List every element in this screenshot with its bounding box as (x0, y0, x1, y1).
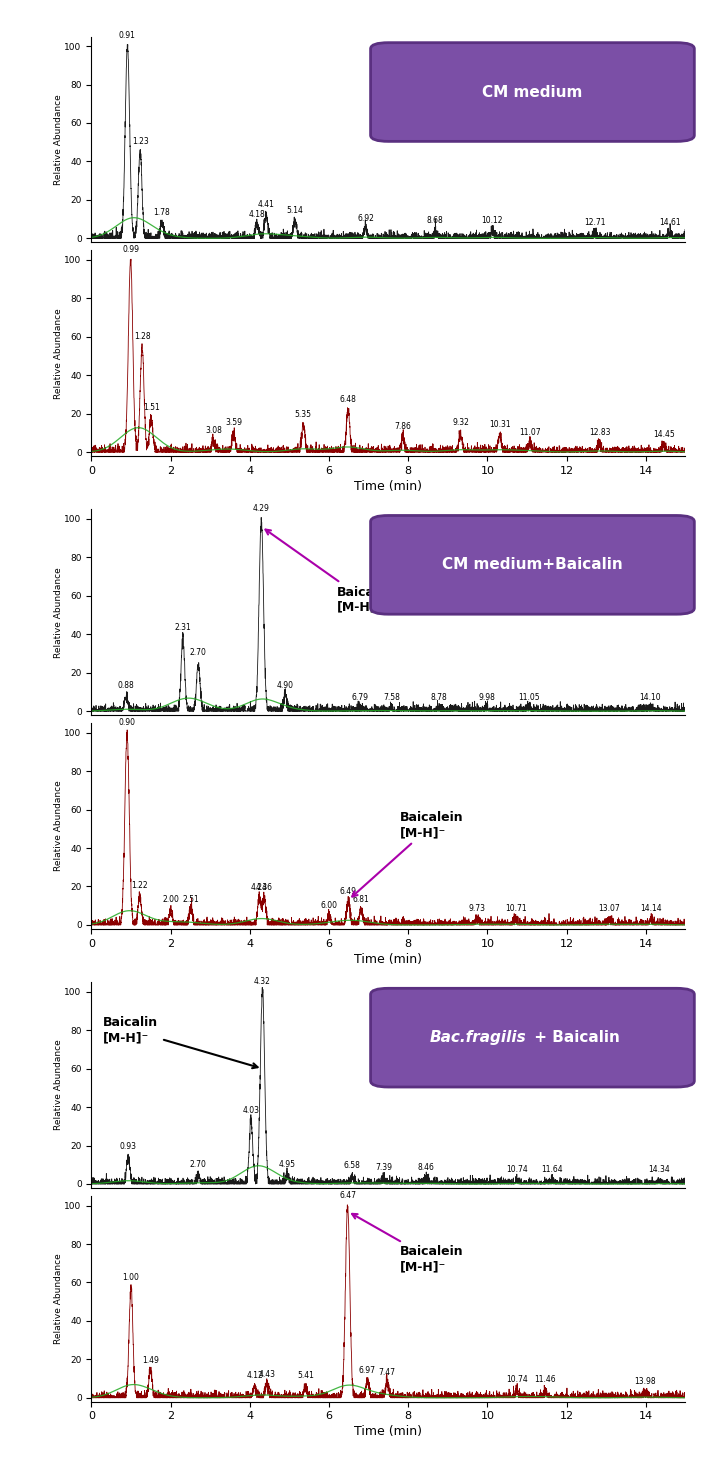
Text: 0.99: 0.99 (122, 245, 139, 254)
Text: 10.71: 10.71 (505, 904, 527, 914)
Text: 11.07: 11.07 (519, 428, 541, 437)
FancyBboxPatch shape (370, 42, 695, 142)
Text: 14.34: 14.34 (648, 1165, 670, 1174)
Y-axis label: Relative Abundance: Relative Abundance (54, 308, 63, 399)
Text: 6.81: 6.81 (353, 895, 370, 904)
Text: 4.36: 4.36 (256, 883, 273, 892)
Text: 6.47: 6.47 (339, 1191, 356, 1200)
Text: 1.23: 1.23 (131, 137, 148, 146)
Text: 6.79: 6.79 (352, 692, 369, 701)
Text: 0.93: 0.93 (120, 1142, 136, 1152)
Y-axis label: Relative Abundance: Relative Abundance (54, 93, 63, 185)
Text: 14.10: 14.10 (639, 692, 661, 701)
Text: 6.58: 6.58 (344, 1162, 361, 1171)
Text: 4.18: 4.18 (249, 210, 265, 219)
Text: 6.49: 6.49 (340, 888, 357, 896)
Text: 11.64: 11.64 (541, 1165, 563, 1174)
Text: 9.32: 9.32 (452, 418, 469, 428)
Text: 6.92: 6.92 (357, 215, 374, 223)
Text: 13.07: 13.07 (598, 904, 620, 914)
Text: 3.59: 3.59 (225, 418, 242, 428)
Text: 6.00: 6.00 (321, 901, 337, 910)
Text: 10.31: 10.31 (489, 420, 510, 429)
Text: 1.28: 1.28 (134, 331, 150, 340)
X-axis label: Time (min): Time (min) (354, 1425, 423, 1438)
Text: 7.47: 7.47 (379, 1368, 396, 1377)
Text: 1.49: 1.49 (142, 1356, 159, 1365)
Text: 4.32: 4.32 (254, 977, 271, 986)
Y-axis label: Relative Abundance: Relative Abundance (54, 1040, 63, 1130)
Text: 14.45: 14.45 (653, 429, 674, 438)
Text: 0.88: 0.88 (118, 680, 134, 691)
X-axis label: Time (min): Time (min) (354, 480, 423, 493)
Text: 1.22: 1.22 (131, 882, 148, 891)
Text: 12.83: 12.83 (588, 428, 610, 437)
Text: 11.46: 11.46 (534, 1375, 556, 1384)
Text: 8.68: 8.68 (427, 216, 444, 225)
Text: 4.90: 4.90 (277, 680, 294, 691)
Y-axis label: Relative Abundance: Relative Abundance (54, 566, 63, 657)
Text: 10.12: 10.12 (482, 216, 503, 225)
Text: 4.29: 4.29 (253, 504, 270, 512)
Text: 9.73: 9.73 (468, 904, 485, 914)
Text: 3.08: 3.08 (205, 426, 222, 435)
Text: 1.00: 1.00 (122, 1273, 139, 1282)
Text: 11.05: 11.05 (518, 692, 540, 701)
Text: 7.39: 7.39 (375, 1164, 392, 1172)
Text: 6.48: 6.48 (340, 396, 356, 404)
Text: Bac.fragilis: Bac.fragilis (430, 1031, 527, 1045)
Text: 6.97: 6.97 (359, 1365, 376, 1375)
Text: 2.70: 2.70 (190, 1159, 207, 1168)
Text: 12.71: 12.71 (584, 218, 605, 226)
Text: + Baicalin: + Baicalin (529, 1031, 620, 1045)
Text: 14.61: 14.61 (659, 218, 681, 226)
Text: 5.41: 5.41 (297, 1371, 314, 1381)
Text: Baicalin
[M-H]⁻: Baicalin [M-H]⁻ (266, 530, 392, 613)
Text: 4.24: 4.24 (251, 883, 268, 892)
Text: 7.86: 7.86 (394, 422, 411, 431)
Text: Baicalein
[M-H]⁻: Baicalein [M-H]⁻ (352, 810, 464, 896)
Text: 0.90: 0.90 (119, 718, 136, 727)
Text: CM medium: CM medium (482, 85, 583, 99)
Text: 8.46: 8.46 (418, 1164, 435, 1172)
Text: Baicalin
[M-H]⁻: Baicalin [M-H]⁻ (103, 1016, 257, 1069)
Text: 2.51: 2.51 (182, 895, 199, 904)
Text: 2.31: 2.31 (174, 623, 191, 632)
Text: 13.98: 13.98 (634, 1377, 656, 1386)
Text: 4.41: 4.41 (257, 200, 274, 209)
Text: 10.74: 10.74 (506, 1165, 527, 1174)
Text: 2.70: 2.70 (190, 648, 207, 657)
FancyBboxPatch shape (370, 988, 695, 1088)
Text: Baicalein
[M-H]⁻: Baicalein [M-H]⁻ (352, 1213, 464, 1273)
Y-axis label: Relative Abundance: Relative Abundance (54, 781, 63, 872)
Text: 14.14: 14.14 (640, 904, 662, 914)
Y-axis label: Relative Abundance: Relative Abundance (54, 1253, 63, 1345)
Text: 4.03: 4.03 (243, 1105, 259, 1115)
Text: 7.58: 7.58 (383, 692, 400, 701)
Text: 0.91: 0.91 (119, 31, 136, 41)
Text: 8.78: 8.78 (431, 692, 448, 701)
FancyBboxPatch shape (370, 515, 695, 615)
Text: 4.12: 4.12 (246, 1371, 263, 1381)
Text: 10.74: 10.74 (506, 1375, 527, 1384)
Text: 1.51: 1.51 (143, 403, 160, 412)
Text: 5.35: 5.35 (295, 410, 311, 419)
Text: 9.98: 9.98 (478, 692, 495, 701)
Text: 5.14: 5.14 (287, 206, 304, 215)
Text: 1.78: 1.78 (153, 209, 170, 218)
X-axis label: Time (min): Time (min) (354, 953, 423, 965)
Text: 2.00: 2.00 (162, 895, 179, 904)
Text: CM medium+Baicalin: CM medium+Baicalin (442, 558, 623, 572)
Text: 4.95: 4.95 (279, 1159, 296, 1168)
Text: 4.43: 4.43 (258, 1369, 276, 1378)
